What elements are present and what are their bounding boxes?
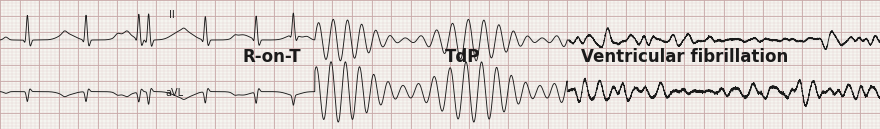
Text: aVL: aVL [165, 88, 184, 98]
Text: Ventricular fibrillation: Ventricular fibrillation [581, 48, 788, 66]
Text: II: II [169, 10, 175, 21]
Text: R-on-T: R-on-T [242, 48, 301, 66]
Text: TdP: TdP [444, 48, 480, 66]
